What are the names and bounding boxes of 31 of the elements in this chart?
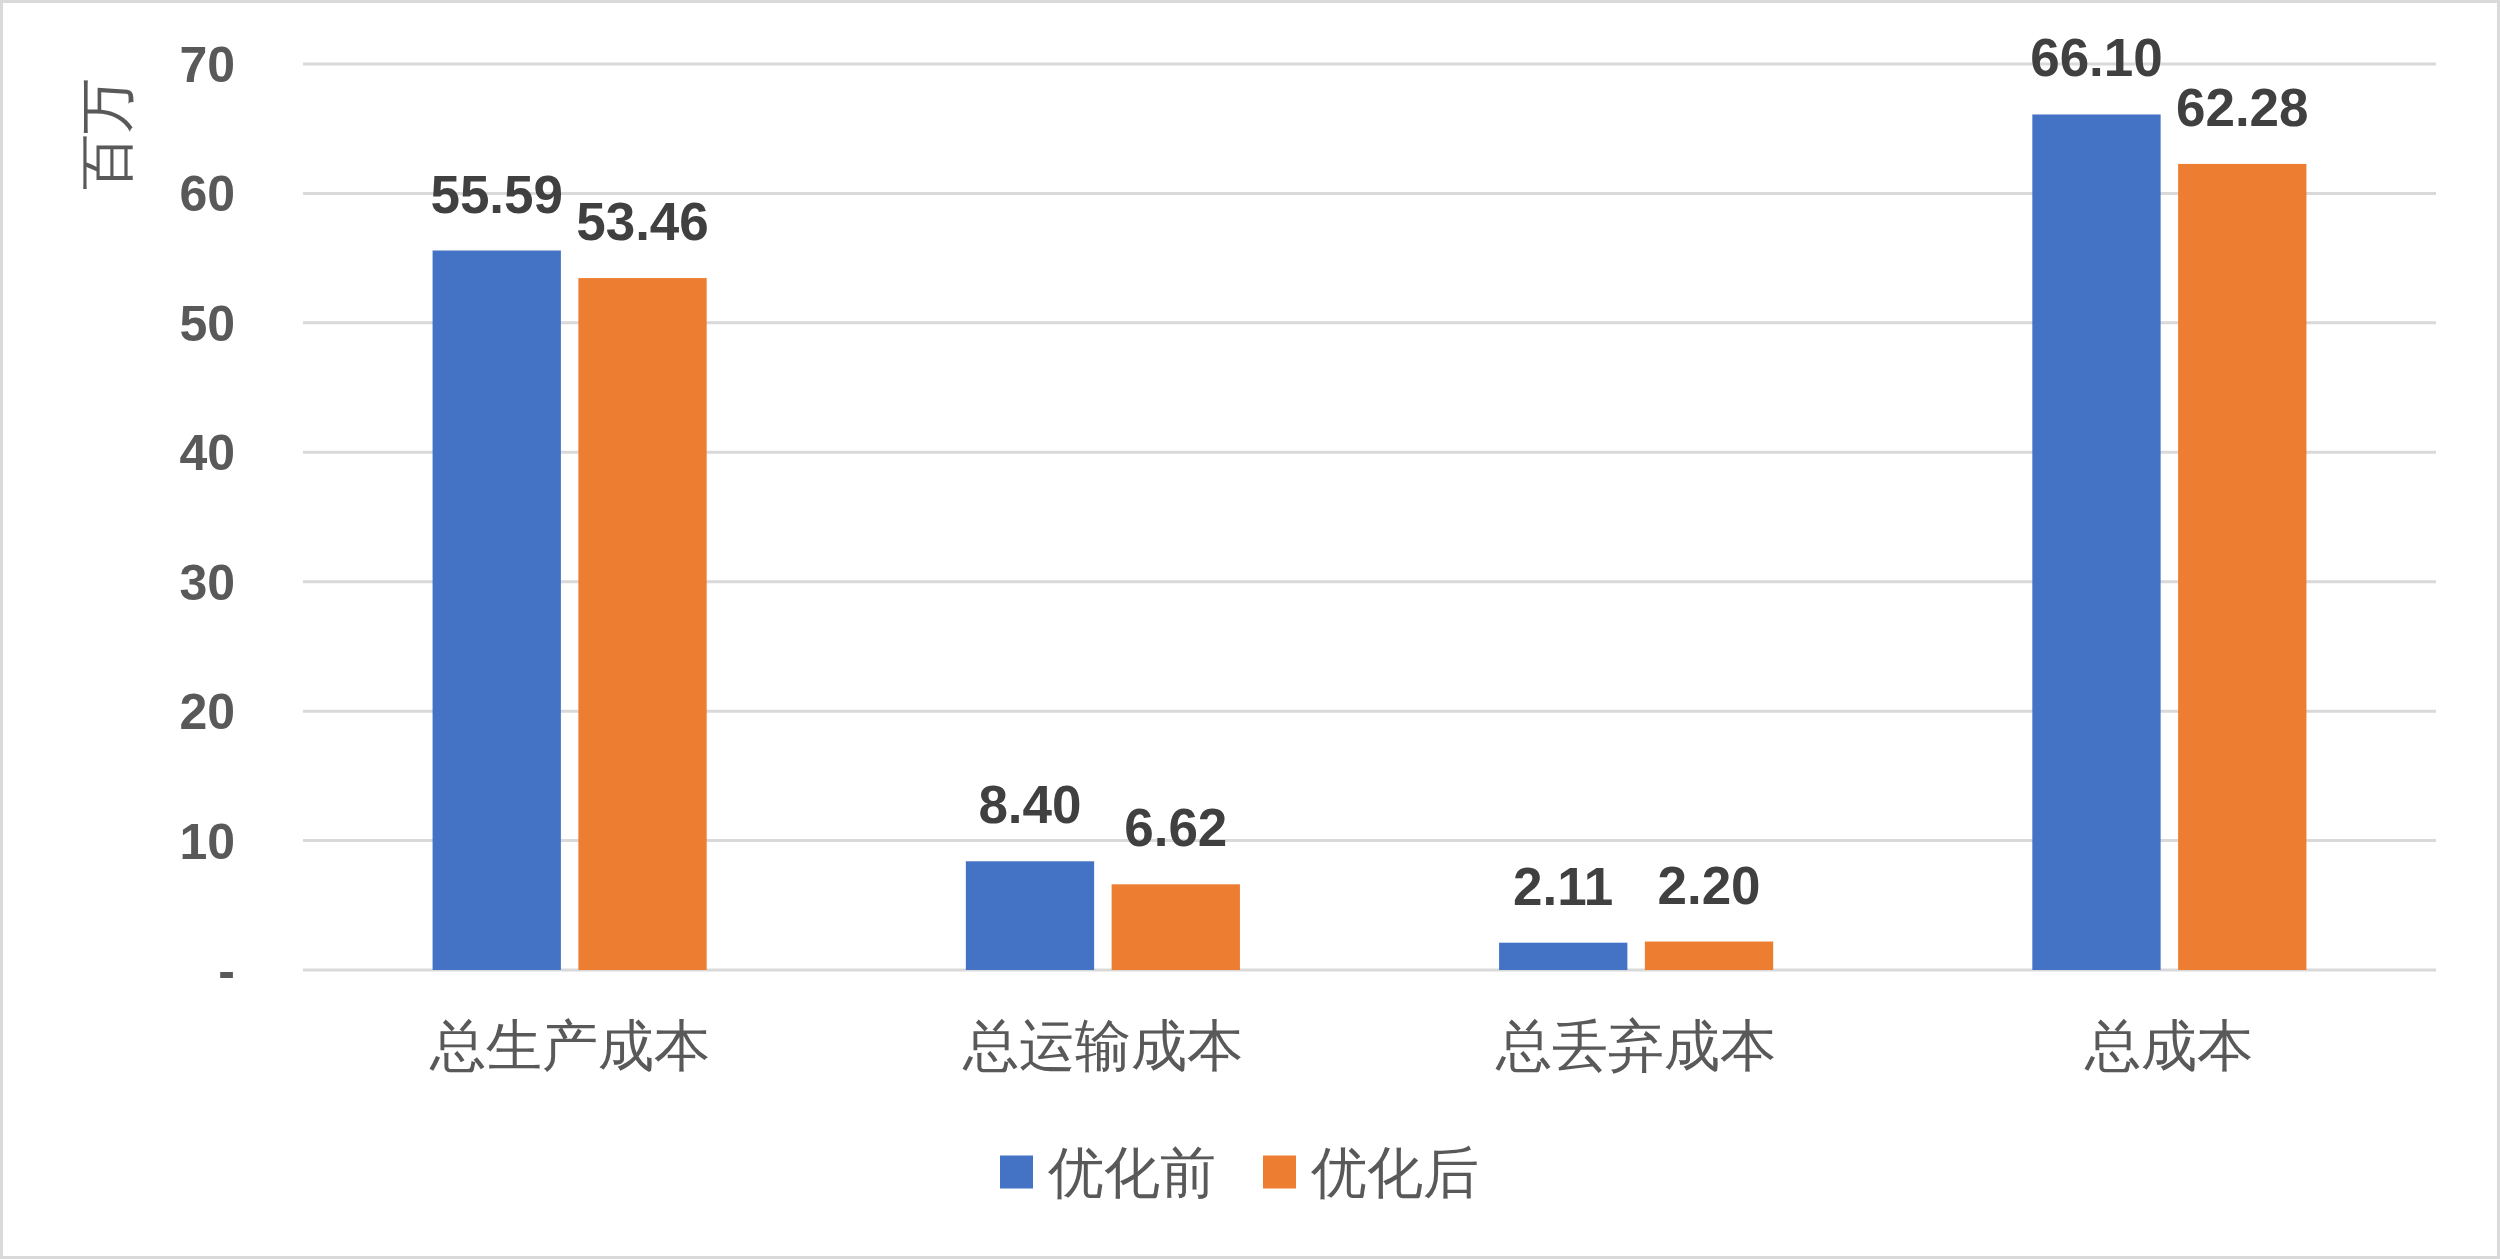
bar bbox=[578, 278, 707, 970]
bar bbox=[1499, 942, 1628, 970]
y-tick-label: 70 bbox=[179, 37, 235, 93]
y-tick-label: 30 bbox=[179, 554, 235, 611]
bar bbox=[965, 861, 1095, 970]
y-tick-label: 20 bbox=[179, 684, 235, 741]
bar bbox=[1111, 884, 1240, 970]
data-label: 53.46 bbox=[576, 192, 709, 252]
y-axis-title: 百万 bbox=[75, 78, 139, 190]
data-label: 8.40 bbox=[978, 775, 1082, 835]
legend-label: 优化前 bbox=[1048, 1141, 1216, 1205]
bar bbox=[1644, 941, 1774, 970]
data-label: 2.20 bbox=[1657, 855, 1761, 915]
data-label: 2.11 bbox=[1513, 856, 1614, 916]
bar bbox=[432, 250, 561, 970]
x-tick-label: 总运输成本 bbox=[961, 1014, 1243, 1078]
x-tick-label: 总生产成本 bbox=[428, 1014, 710, 1078]
y-tick-label: 10 bbox=[179, 813, 235, 870]
legend-label: 优化后 bbox=[1311, 1141, 1479, 1205]
data-label: 55.59 bbox=[430, 164, 564, 224]
data-label: 66.10 bbox=[2030, 28, 2163, 88]
y-tick-label: 60 bbox=[179, 166, 235, 223]
data-label: 62.28 bbox=[2175, 77, 2309, 137]
data-label: 6.62 bbox=[1124, 798, 1228, 858]
x-tick-label: 总丢弃成本 bbox=[1495, 1014, 1777, 1078]
y-tick-label: 40 bbox=[179, 425, 235, 482]
y-tick-label: - bbox=[218, 943, 235, 999]
x-tick-label: 总成本 bbox=[2084, 1014, 2254, 1078]
bar bbox=[2178, 163, 2307, 970]
bar bbox=[2032, 114, 2161, 970]
y-tick-label: 50 bbox=[179, 295, 235, 352]
